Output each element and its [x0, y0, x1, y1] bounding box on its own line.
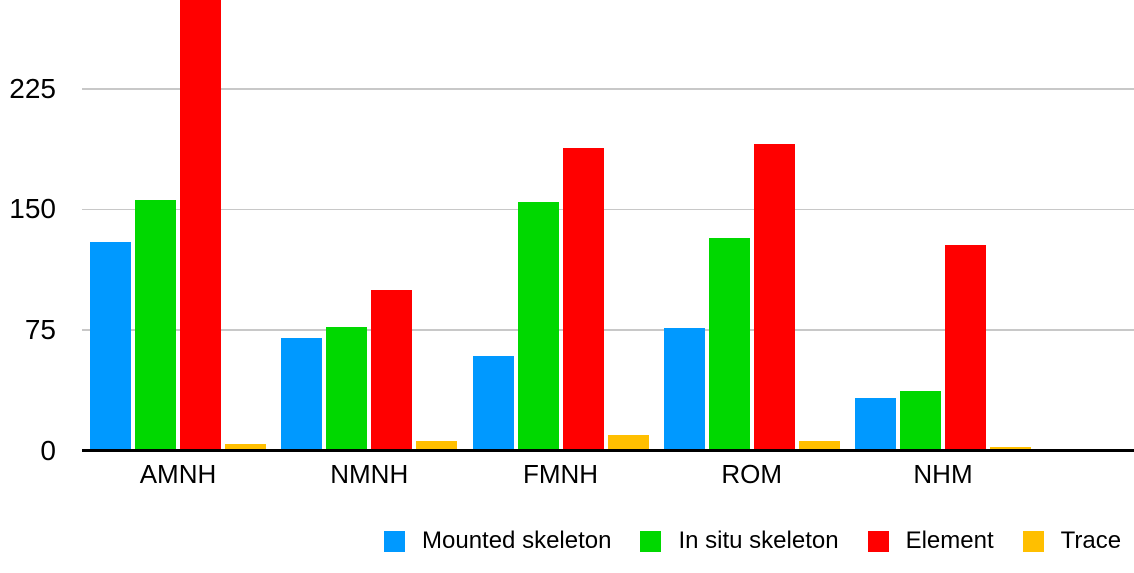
legend-item-mounted-skeleton: Mounted skeleton [384, 528, 611, 554]
bar-mounted-skeleton-rom [663, 328, 705, 452]
legend-swatch-trace-icon [1022, 530, 1044, 552]
gridline-150 [82, 208, 1134, 211]
bar-element-nhm [945, 244, 986, 452]
chart-legend: Mounted skeleton In situ skeleton Elemen… [384, 528, 1121, 554]
bar-element-amnh [180, 0, 221, 452]
gridline-75 [82, 329, 1134, 331]
legend-item-in-situ-skeleton: In situ skeleton [640, 527, 839, 554]
x-axis-line [82, 449, 1134, 452]
gridline-225 [82, 88, 1134, 90]
bar-mounted-skeleton-nhm [855, 397, 896, 452]
bar-in-situ-skeleton-nhm [900, 391, 941, 452]
legend-item-trace: Trace [1022, 527, 1122, 554]
legend-label-trace: Trace [1060, 527, 1122, 554]
legend-label-mounted-skeleton: Mounted skeleton [422, 527, 612, 554]
bar-trace-fmnh [607, 434, 649, 452]
bar-element-fmnh [562, 148, 604, 452]
x-axis-label-rom: ROM [721, 459, 783, 489]
y-axis-tick-75: 75 [24, 313, 56, 345]
bar-mounted-skeleton-nmnh [281, 338, 323, 452]
x-axis-label-nmnh: NMNH [330, 459, 409, 489]
bar-in-situ-skeleton-nmnh [326, 326, 368, 452]
x-axis-label-nhm: NHM [913, 459, 973, 489]
bar-mounted-skeleton-amnh [90, 241, 131, 452]
y-axis-tick-150: 150 [9, 193, 56, 225]
bar-in-situ-skeleton-rom [708, 238, 750, 452]
bar-trace-amnh [225, 444, 266, 452]
legend-swatch-in-situ-skeleton-icon [640, 530, 662, 552]
legend-label-in-situ-skeleton: In situ skeleton [678, 527, 839, 554]
bar-trace-rom [798, 440, 840, 452]
bar-trace-nmnh [416, 440, 458, 452]
bar-in-situ-skeleton-amnh [135, 199, 176, 452]
legend-label-element: Element [905, 527, 994, 554]
bar-mounted-skeleton-fmnh [472, 355, 514, 452]
y-axis-tick-0: 0 [40, 434, 56, 466]
y-axis-tick-225: 225 [9, 72, 56, 104]
bar-element-rom [753, 143, 795, 452]
x-axis-label-amnh: AMNH [139, 459, 217, 489]
x-axis-label-fmnh: FMNH [522, 459, 599, 489]
legend-swatch-mounted-skeleton-icon [384, 530, 405, 552]
bar-in-situ-skeleton-fmnh [517, 201, 559, 452]
legend-item-element: Element [867, 527, 994, 554]
bar-element-nmnh [371, 289, 413, 452]
legend-swatch-element-icon [867, 530, 889, 552]
